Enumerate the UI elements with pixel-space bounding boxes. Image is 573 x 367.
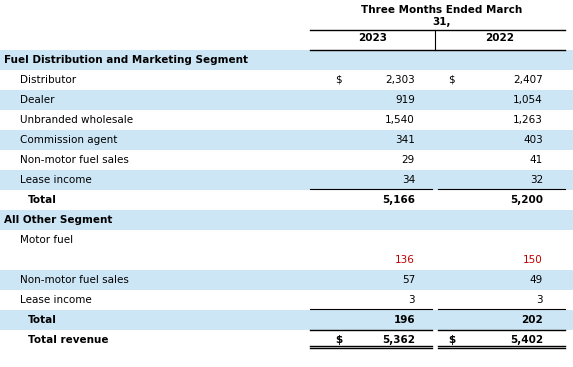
Bar — [0, 190, 573, 210]
Text: 2022: 2022 — [485, 33, 515, 43]
Bar — [0, 310, 573, 330]
Text: 5,166: 5,166 — [382, 195, 415, 205]
Text: 1,054: 1,054 — [513, 95, 543, 105]
Bar — [0, 70, 573, 90]
Text: Non-motor fuel sales: Non-motor fuel sales — [20, 155, 129, 165]
Text: 196: 196 — [394, 315, 415, 325]
Text: Three Months Ended March: Three Months Ended March — [361, 5, 522, 15]
Text: Dealer: Dealer — [20, 95, 54, 105]
Text: 57: 57 — [402, 275, 415, 285]
Text: 1,263: 1,263 — [513, 115, 543, 125]
Bar — [0, 290, 573, 310]
Text: 202: 202 — [521, 315, 543, 325]
Text: 5,362: 5,362 — [382, 335, 415, 345]
Text: 3: 3 — [536, 295, 543, 305]
Text: $: $ — [448, 335, 456, 345]
Text: Total revenue: Total revenue — [28, 335, 108, 345]
Text: Lease income: Lease income — [20, 295, 92, 305]
Text: Total: Total — [28, 315, 57, 325]
Text: 150: 150 — [523, 255, 543, 265]
Bar — [0, 0, 573, 50]
Text: 1,540: 1,540 — [385, 115, 415, 125]
Text: 403: 403 — [523, 135, 543, 145]
Text: 34: 34 — [402, 175, 415, 185]
Text: 5,200: 5,200 — [510, 195, 543, 205]
Text: 32: 32 — [530, 175, 543, 185]
Bar — [0, 230, 573, 250]
Text: All Other Segment: All Other Segment — [4, 215, 112, 225]
Text: 919: 919 — [395, 95, 415, 105]
Bar — [0, 150, 573, 170]
Text: 341: 341 — [395, 135, 415, 145]
Text: 2,407: 2,407 — [513, 75, 543, 85]
Text: 41: 41 — [530, 155, 543, 165]
Text: 31,: 31, — [432, 17, 451, 27]
Text: Unbranded wholesale: Unbranded wholesale — [20, 115, 133, 125]
Text: Distributor: Distributor — [20, 75, 76, 85]
Text: 2,303: 2,303 — [385, 75, 415, 85]
Text: Lease income: Lease income — [20, 175, 92, 185]
Text: Motor fuel: Motor fuel — [20, 235, 73, 245]
Bar — [0, 90, 573, 110]
Bar — [0, 130, 573, 150]
Text: 29: 29 — [402, 155, 415, 165]
Bar — [0, 210, 573, 230]
Bar — [0, 250, 573, 270]
Text: Commission agent: Commission agent — [20, 135, 117, 145]
Text: $: $ — [335, 75, 342, 85]
Text: $: $ — [335, 335, 342, 345]
Bar — [0, 50, 573, 70]
Text: 3: 3 — [409, 295, 415, 305]
Text: Non-motor fuel sales: Non-motor fuel sales — [20, 275, 129, 285]
Bar — [0, 270, 573, 290]
Text: 2023: 2023 — [358, 33, 387, 43]
Text: 49: 49 — [530, 275, 543, 285]
Text: Total: Total — [28, 195, 57, 205]
Text: 5,402: 5,402 — [510, 335, 543, 345]
Bar — [0, 110, 573, 130]
Bar — [0, 330, 573, 350]
Text: Fuel Distribution and Marketing Segment: Fuel Distribution and Marketing Segment — [4, 55, 248, 65]
Bar — [0, 170, 573, 190]
Text: $: $ — [448, 75, 454, 85]
Text: 136: 136 — [395, 255, 415, 265]
